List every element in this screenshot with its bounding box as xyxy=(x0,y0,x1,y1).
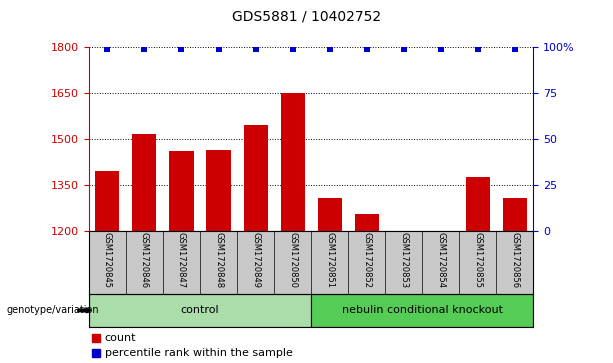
Text: GDS5881 / 10402752: GDS5881 / 10402752 xyxy=(232,9,381,23)
Text: GSM1720852: GSM1720852 xyxy=(362,232,371,289)
Bar xyxy=(503,199,527,231)
Text: control: control xyxy=(181,305,219,315)
Bar xyxy=(428,231,453,232)
Point xyxy=(287,46,297,52)
Point xyxy=(436,46,446,52)
Bar xyxy=(96,171,120,231)
Text: GSM1720846: GSM1720846 xyxy=(140,232,149,289)
Text: GSM1720855: GSM1720855 xyxy=(473,232,482,289)
Bar xyxy=(318,199,341,231)
Text: GSM1720856: GSM1720856 xyxy=(510,232,519,289)
Text: genotype/variation: genotype/variation xyxy=(6,305,99,315)
Point xyxy=(140,46,150,52)
Bar xyxy=(311,294,533,327)
Text: nebulin conditional knockout: nebulin conditional knockout xyxy=(341,305,503,315)
Text: GSM1720850: GSM1720850 xyxy=(288,232,297,289)
Bar xyxy=(392,231,416,238)
Bar xyxy=(354,214,379,231)
Bar xyxy=(89,294,311,327)
Text: GSM1720853: GSM1720853 xyxy=(399,232,408,289)
Point xyxy=(362,46,371,52)
Point xyxy=(213,46,223,52)
Point xyxy=(399,46,409,52)
Bar xyxy=(466,177,490,231)
Point xyxy=(473,46,482,52)
Text: GSM1720849: GSM1720849 xyxy=(251,232,260,289)
Point xyxy=(102,46,112,52)
Text: GSM1720854: GSM1720854 xyxy=(436,232,445,289)
Point xyxy=(251,46,261,52)
Text: GSM1720851: GSM1720851 xyxy=(325,232,334,289)
Text: GSM1720848: GSM1720848 xyxy=(214,232,223,289)
Point xyxy=(177,46,186,52)
Bar xyxy=(281,93,305,231)
Text: percentile rank within the sample: percentile rank within the sample xyxy=(105,348,292,358)
Text: GSM1720847: GSM1720847 xyxy=(177,232,186,289)
Text: count: count xyxy=(105,333,136,343)
Bar xyxy=(207,150,230,231)
Point xyxy=(510,46,520,52)
Bar xyxy=(169,151,194,231)
Bar xyxy=(243,125,268,231)
Point xyxy=(325,46,335,52)
Text: GSM1720845: GSM1720845 xyxy=(103,232,112,289)
Bar xyxy=(132,134,156,231)
